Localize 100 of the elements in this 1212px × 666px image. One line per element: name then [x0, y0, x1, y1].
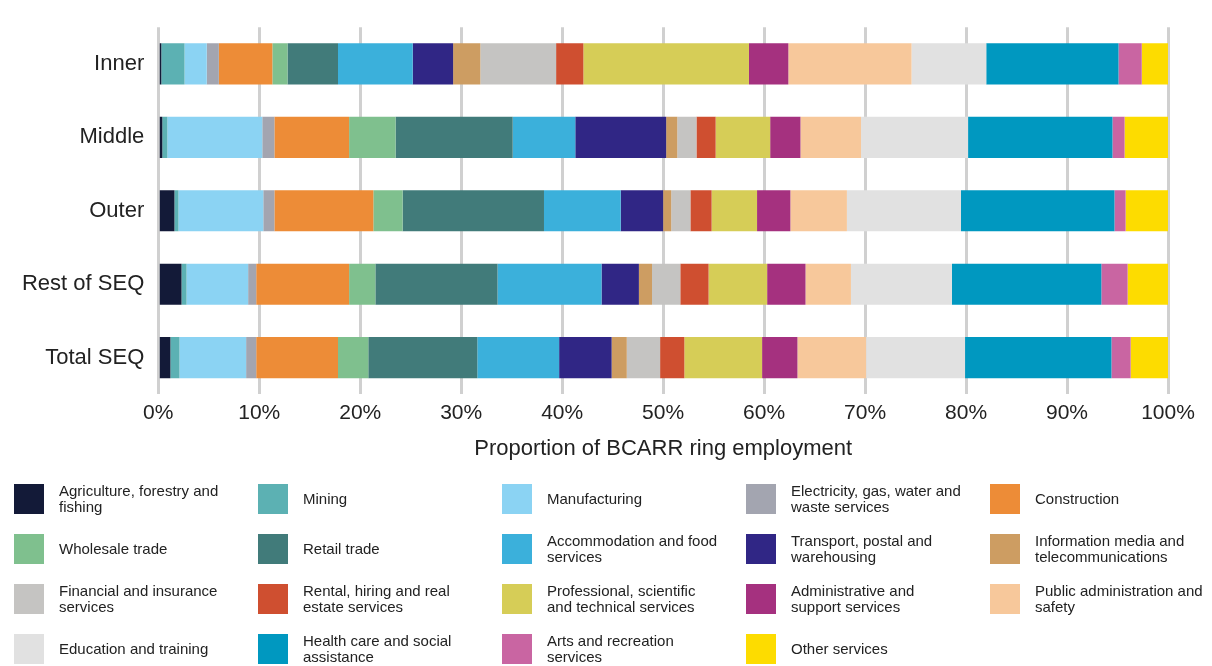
bar	[748, 43, 789, 85]
legend-label: Other services	[791, 640, 889, 657]
legend-label: Accommodation and food services	[547, 532, 719, 565]
bar	[186, 263, 249, 305]
bar	[170, 337, 180, 379]
x-tick-label: 100%	[1141, 399, 1195, 423]
bar	[179, 337, 247, 379]
bar	[248, 263, 257, 305]
bar	[677, 116, 697, 158]
bar	[256, 263, 350, 305]
bar	[1141, 43, 1168, 85]
bar	[412, 43, 454, 85]
legend-label: Mining	[303, 490, 349, 507]
bar	[477, 337, 560, 379]
bar	[556, 43, 584, 85]
bar	[696, 116, 716, 158]
bar	[986, 43, 1119, 85]
y-tick-label: Outer	[89, 196, 145, 222]
bar	[178, 190, 264, 232]
bar	[174, 190, 179, 232]
bar	[349, 116, 396, 158]
bar	[1127, 263, 1168, 305]
y-tick-label: Inner	[94, 49, 145, 75]
bar	[762, 337, 798, 379]
bar	[246, 337, 257, 379]
bar	[453, 43, 481, 85]
bar	[262, 116, 275, 158]
bar	[951, 263, 1102, 305]
bar	[715, 116, 771, 158]
bar	[861, 116, 969, 158]
legend-label: Professional, scientific and technical services	[547, 582, 697, 615]
bar	[167, 116, 263, 158]
bar	[671, 190, 691, 232]
x-axis-title: Proportion of BCARR ring employment	[474, 434, 853, 460]
bar	[161, 43, 185, 85]
legend-label: Public administration and safety	[1035, 582, 1204, 615]
legend-label: Electricity, gas, water and waste services	[791, 482, 962, 515]
bar	[711, 190, 758, 232]
y-tick-label: Rest of SEQ	[21, 270, 145, 296]
x-tick-label: 40%	[541, 399, 584, 423]
bar	[652, 263, 681, 305]
bar	[968, 116, 1113, 158]
bar	[349, 263, 376, 305]
bar	[575, 116, 667, 158]
bar	[583, 43, 749, 85]
bar	[850, 263, 952, 305]
bar	[1101, 263, 1128, 305]
bar	[797, 337, 867, 379]
bar	[800, 116, 862, 158]
bar	[1118, 43, 1142, 85]
bar	[206, 43, 219, 85]
bar	[159, 190, 175, 232]
bar	[274, 116, 350, 158]
bar	[159, 337, 171, 379]
bar	[680, 263, 709, 305]
bar	[543, 190, 621, 232]
bar	[480, 43, 557, 85]
bar	[911, 43, 987, 85]
bar	[274, 190, 374, 232]
x-tick-label: 80%	[945, 399, 988, 423]
legend-label: Wholesale trade	[59, 540, 169, 557]
legend-label: Retail trade	[303, 540, 381, 557]
y-tick-label: Middle	[79, 123, 145, 149]
bar	[684, 337, 763, 379]
legend-label: Administrative and support services	[791, 582, 916, 615]
legend-label: Construction	[1035, 490, 1121, 507]
bar	[287, 43, 338, 85]
bar	[708, 263, 768, 305]
bar	[272, 43, 288, 85]
bar	[1114, 190, 1126, 232]
bar	[373, 190, 403, 232]
x-tick-label: 60%	[743, 399, 786, 423]
x-tick-label: 90%	[1046, 399, 1089, 423]
bar	[159, 263, 182, 305]
legend-label: Agriculture, forestry and fishing	[59, 482, 220, 515]
legend-label: Education and training	[59, 640, 210, 657]
legend-label: Rental, hiring and real estate services	[303, 582, 451, 615]
bar	[846, 190, 962, 232]
bar	[770, 116, 801, 158]
bar	[1111, 337, 1131, 379]
bar	[256, 337, 338, 379]
bar	[666, 116, 678, 158]
bar	[1112, 116, 1125, 158]
bar	[1130, 337, 1168, 379]
bar	[1124, 116, 1168, 158]
bar	[497, 263, 602, 305]
bar	[790, 190, 847, 232]
bar	[559, 337, 612, 379]
legend-label: Transport, postal and warehousing	[791, 532, 934, 565]
x-tick-label: 30%	[440, 399, 483, 423]
legend-label: Financial and insurance services	[59, 582, 219, 615]
bar	[626, 337, 661, 379]
bar	[601, 263, 639, 305]
bar	[611, 337, 627, 379]
bar	[368, 337, 478, 379]
legend-label: Health care and social assistance	[303, 632, 453, 665]
bar	[788, 43, 912, 85]
bar	[965, 337, 1112, 379]
bar	[961, 190, 1115, 232]
bar	[660, 337, 685, 379]
